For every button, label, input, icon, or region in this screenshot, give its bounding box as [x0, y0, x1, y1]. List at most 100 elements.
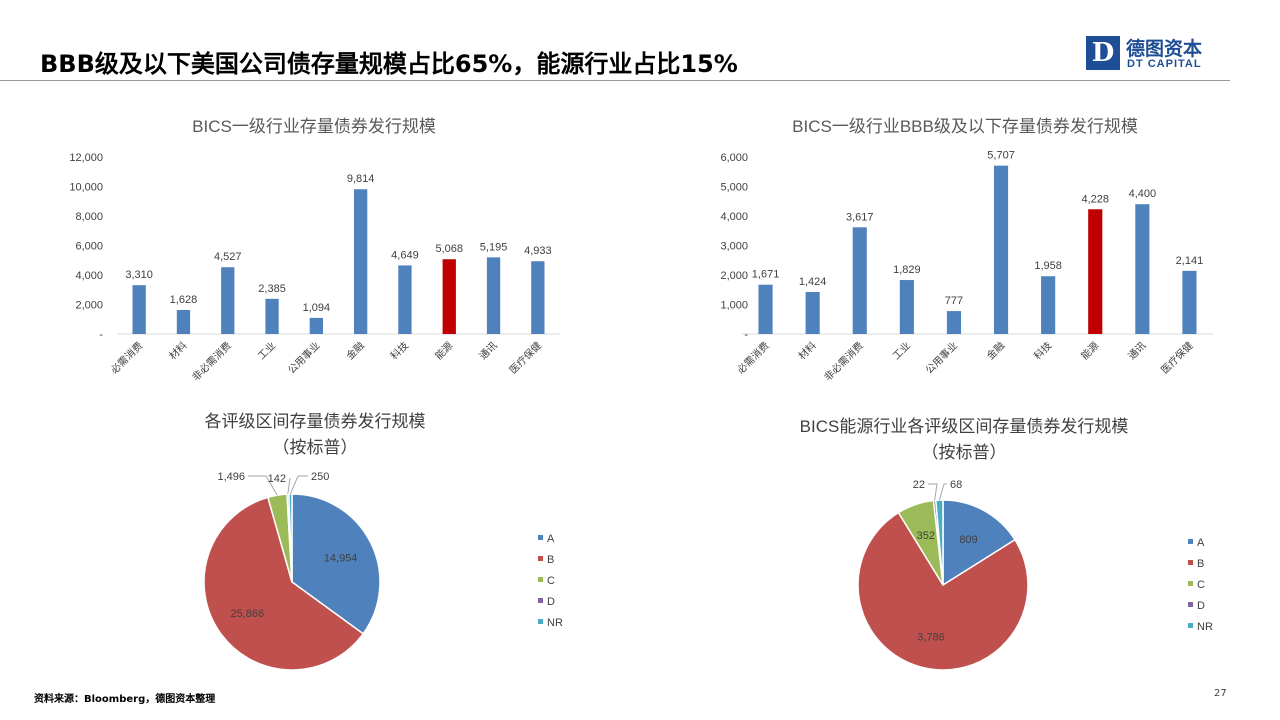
x-tick-label: 医疗保健 — [1158, 339, 1195, 376]
legend-swatch — [538, 577, 543, 582]
logo-mark — [1086, 36, 1120, 70]
x-tick-label: 医疗保健 — [506, 339, 543, 376]
legend-swatch — [1188, 581, 1193, 586]
legend-swatch — [538, 556, 543, 561]
y-tick-label: 6,000 — [720, 152, 748, 164]
legend-label: C — [1197, 579, 1205, 591]
y-tick-label: 5,000 — [720, 182, 748, 194]
chart-title: 各评级区间存量债券发行规模 — [205, 412, 426, 431]
slide-title: BBB级及以下美国公司债存量规模占比65%，能源行业占比15% — [40, 50, 738, 78]
data-label: 5,068 — [435, 243, 463, 255]
y-tick-label: 2,000 — [75, 300, 103, 312]
y-tick-label: 8,000 — [75, 211, 103, 223]
data-label: 3,617 — [846, 211, 874, 223]
slice-label: 1,496 — [217, 471, 245, 483]
legend-label: D — [1197, 600, 1205, 612]
x-tick-label: 通讯 — [1126, 340, 1149, 363]
data-label: 1,671 — [752, 269, 780, 281]
x-tick-label: 必需消费 — [108, 339, 145, 376]
legend-swatch — [538, 535, 543, 540]
chart-title: BICS一级行业存量债券发行规模 — [192, 117, 436, 136]
legend-label: B — [1197, 558, 1204, 570]
data-label: 2,141 — [1176, 255, 1204, 267]
bar — [758, 284, 773, 334]
chart-title: BICS一级行业BBB级及以下存量债券发行规模 — [792, 117, 1138, 136]
logo-name-cn: 德图资本 — [1126, 38, 1203, 60]
data-label: 5,707 — [987, 150, 1015, 162]
x-tick-label: 公用事业 — [285, 339, 322, 376]
x-tick-label: 金融 — [984, 339, 1007, 362]
x-tick-label: 非必需消费 — [821, 339, 866, 384]
data-label: 1,094 — [303, 302, 331, 314]
chart-title: BICS能源行业各评级区间存量债券发行规模 — [800, 417, 1129, 436]
data-label: 4,649 — [391, 249, 419, 261]
x-tick-label: 科技 — [388, 339, 411, 362]
data-label: 5,195 — [480, 241, 508, 253]
bar — [442, 259, 456, 334]
pie-chart-rating-energy: BICS能源行业各评级区间存量债券发行规模 （按标普） 809 3,786 352 22 6… — [800, 417, 1213, 671]
data-label: 1,424 — [799, 276, 827, 288]
x-tick-label: 必需消费 — [734, 339, 771, 376]
slice-label: 250 — [311, 471, 329, 483]
data-label: 4,400 — [1129, 188, 1157, 200]
y-tick-label: 2,000 — [720, 270, 748, 282]
bar — [531, 261, 545, 334]
legend-label: A — [547, 533, 555, 545]
legend-swatch — [1188, 539, 1193, 544]
slice-label: 25,866 — [230, 608, 264, 620]
bar — [993, 165, 1009, 334]
title-divider — [0, 80, 1230, 81]
y-tick-label: 6,000 — [75, 241, 103, 253]
slice-label: 22 — [913, 479, 925, 491]
x-tick-label: 非必需消费 — [189, 339, 234, 384]
bar — [1135, 204, 1150, 334]
y-tick-label: 1,000 — [720, 300, 748, 312]
data-label: 4,228 — [1081, 193, 1109, 205]
data-label: 2,385 — [258, 283, 286, 295]
chart-subtitle: （按标普） — [273, 438, 358, 457]
bar — [899, 280, 914, 334]
bar — [852, 227, 867, 334]
x-tick-label: 工业 — [256, 340, 279, 363]
bar-chart-industry-bbb: BICS一级行业BBB级及以下存量债券发行规模 - 1,000 2,000 3,000 4… — [720, 117, 1213, 384]
legend-label: D — [547, 596, 555, 608]
x-tick-label: 通讯 — [477, 340, 500, 363]
y-tick-label: 10,000 — [69, 182, 103, 194]
data-label: 1,958 — [1034, 260, 1062, 272]
y-tick-label: 12,000 — [69, 152, 103, 164]
bar — [132, 285, 146, 334]
leader-line — [289, 475, 308, 495]
leader-line — [248, 475, 278, 496]
bar — [1088, 209, 1103, 334]
x-tick-label: 能源 — [432, 339, 455, 362]
pie-slice — [857, 511, 1029, 671]
logo-name-en: DT CAPITAL — [1127, 58, 1202, 70]
pie-slice — [203, 496, 365, 671]
slice-label: 14,954 — [324, 552, 358, 564]
legend-label: NR — [1197, 621, 1213, 633]
legend-swatch — [538, 619, 543, 624]
x-tick-label: 工业 — [890, 340, 913, 363]
slice-label: 809 — [959, 534, 977, 546]
data-label: 777 — [945, 295, 963, 307]
data-label: 9,814 — [347, 173, 375, 185]
legend-swatch — [538, 598, 543, 603]
bar — [354, 189, 368, 334]
slice-label: 352 — [917, 530, 935, 542]
x-tick-label: 公用事业 — [923, 339, 960, 376]
y-tick-label: 4,000 — [75, 270, 103, 282]
slice-label: 142 — [268, 473, 286, 485]
logo-mark-letter: D — [1091, 38, 1115, 68]
y-tick-label: 4,000 — [720, 211, 748, 223]
legend-label: NR — [547, 617, 563, 629]
x-tick-label: 科技 — [1031, 339, 1054, 362]
leader-line — [287, 477, 291, 495]
y-tick-label: 3,000 — [720, 241, 748, 253]
bar — [805, 291, 820, 334]
data-label: 4,527 — [214, 251, 242, 263]
bar — [398, 265, 412, 334]
legend-label: B — [547, 554, 554, 566]
x-tick-label: 材料 — [795, 339, 818, 362]
bar-chart-industry-total: BICS一级行业存量债券发行规模 - 2,000 4,000 6,000 8,000 10,… — [69, 117, 560, 384]
x-tick-label: 金融 — [343, 339, 366, 362]
